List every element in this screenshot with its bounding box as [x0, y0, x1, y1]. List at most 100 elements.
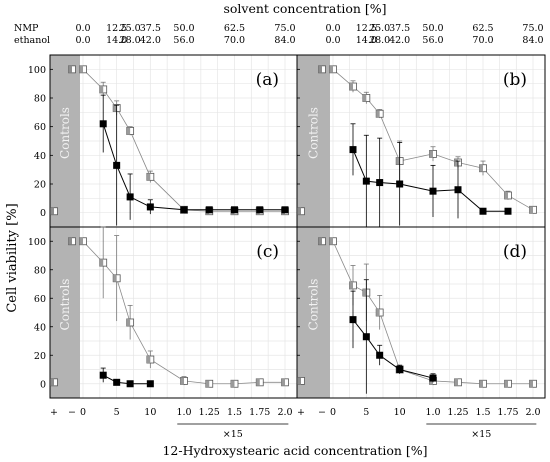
x-tick-label: 0	[80, 407, 86, 418]
top-row-label-ethanol: ethanol	[14, 35, 50, 46]
x-tick-label: 1.0	[425, 407, 440, 418]
top-tick-label: 62.5	[472, 23, 493, 34]
data-point-half	[479, 380, 483, 388]
control-marker-fill	[50, 207, 54, 215]
data-point-half	[362, 289, 367, 297]
data-point-half	[99, 85, 104, 93]
y-tick-label: 0	[40, 379, 46, 390]
data-point-half	[205, 380, 210, 388]
data-point-half	[113, 104, 117, 112]
top-tick-label: 42.0	[140, 35, 161, 46]
data-point-half	[180, 377, 184, 385]
top-tick-label: 37.5	[389, 23, 410, 34]
data-point	[396, 366, 404, 373]
panel-a: Controls 0 20 40 60 80 100 (a)	[28, 54, 298, 228]
scale-note: ×15	[471, 429, 491, 440]
data-point-half	[281, 378, 285, 386]
data-point	[281, 206, 289, 214]
series-filled	[99, 94, 289, 226]
data-point-half	[454, 378, 458, 386]
series-filled	[349, 279, 437, 394]
data-point	[349, 316, 357, 324]
top-tick-label: 42.0	[389, 35, 410, 46]
control-marker-fill	[318, 65, 322, 73]
y-tick-label: 80	[34, 265, 46, 276]
x-tick-label: 1.5	[227, 407, 242, 418]
y-tick-label: 60	[34, 122, 46, 133]
data-point	[256, 206, 264, 214]
x-tick-label: 1.0	[176, 407, 191, 418]
data-point-half	[376, 110, 380, 118]
top-tick-label: 84.0	[522, 35, 543, 46]
controls-label: Controls	[307, 279, 321, 331]
x-tick-label: 2.0	[277, 407, 292, 418]
top-tick-label: 50.0	[422, 23, 443, 34]
top-tick-label: 75.0	[274, 23, 295, 34]
data-point	[349, 146, 357, 154]
data-point	[504, 207, 512, 215]
x-tick-label: 10	[144, 407, 156, 418]
data-point-half	[99, 259, 104, 267]
x-tick-label: 0	[330, 407, 336, 418]
series-line	[332, 69, 534, 211]
data-point-half	[231, 380, 235, 388]
data-point-half	[79, 65, 83, 73]
data-point	[126, 193, 134, 201]
controls-region	[297, 227, 330, 398]
top-tick-label: 12.5	[356, 23, 377, 34]
control-marker-fill	[318, 237, 322, 245]
y-tick-label: 80	[34, 94, 46, 105]
top-tick-label: 50.0	[173, 23, 194, 34]
data-point	[99, 120, 107, 128]
top-tick-label: 0.0	[75, 35, 90, 46]
x-tick-label: +	[297, 407, 305, 418]
top-tick-label: 70.0	[224, 35, 245, 46]
x-tick-label: 1.25	[199, 407, 220, 418]
top-axis-ticks: 0.0 12.525.0 37.5 50.0 62.5 75.00.0 14.028.0 42…	[75, 23, 543, 46]
top-tick-label: 25.0	[369, 23, 390, 34]
panel-b: Controls (b)	[296, 54, 546, 228]
data-point-half	[146, 356, 151, 364]
top-tick-label: 62.5	[224, 23, 245, 34]
control-marker-fill	[50, 378, 54, 386]
x-tick-label: 10	[394, 407, 406, 418]
series-line	[102, 374, 151, 385]
data-point-half	[396, 157, 400, 165]
data-point-half	[146, 173, 151, 181]
data-point	[113, 161, 121, 169]
x-tick-label: 5	[363, 407, 369, 418]
top-tick-label: 12.5	[106, 23, 127, 34]
data-point	[113, 378, 121, 386]
scale-note: ×15	[223, 429, 243, 440]
data-point-half	[329, 237, 333, 245]
data-point	[231, 206, 238, 214]
x-tick-label: 1.75	[497, 407, 518, 418]
data-point-half	[256, 378, 260, 386]
data-point-half	[454, 159, 458, 166]
control-marker-fill	[297, 207, 301, 215]
top-axis-title: solvent concentration [%]	[223, 1, 386, 16]
data-point	[126, 380, 134, 388]
controls-region	[50, 227, 80, 398]
data-point-half	[349, 281, 353, 289]
data-point	[362, 333, 370, 341]
panel-label: (a)	[256, 70, 279, 90]
x-tick-label: 1.25	[447, 407, 468, 418]
data-point-half	[126, 318, 131, 326]
panel-c: Controls 0 20 40 60 80 100 (c)	[28, 226, 298, 399]
data-point	[429, 374, 437, 382]
panel-label: (d)	[503, 242, 527, 262]
series-line	[82, 69, 285, 212]
x-axis-label: 12-Hydroxystearic acid concentration [%]	[162, 443, 427, 458]
data-point-half	[529, 206, 533, 214]
bottom-axis-ticks: + −0 5 10 1.0 1.25 1.5 1.75 2.0×15+ −0 5 10 1.0 1.25 1…	[50, 407, 541, 440]
data-point	[376, 179, 384, 187]
top-tick-label: 14.0	[106, 35, 127, 46]
data-point	[99, 371, 107, 379]
y-tick-label: 100	[28, 237, 46, 248]
top-tick-label: 25.0	[120, 23, 141, 34]
data-point	[180, 206, 188, 214]
data-point	[429, 187, 437, 195]
